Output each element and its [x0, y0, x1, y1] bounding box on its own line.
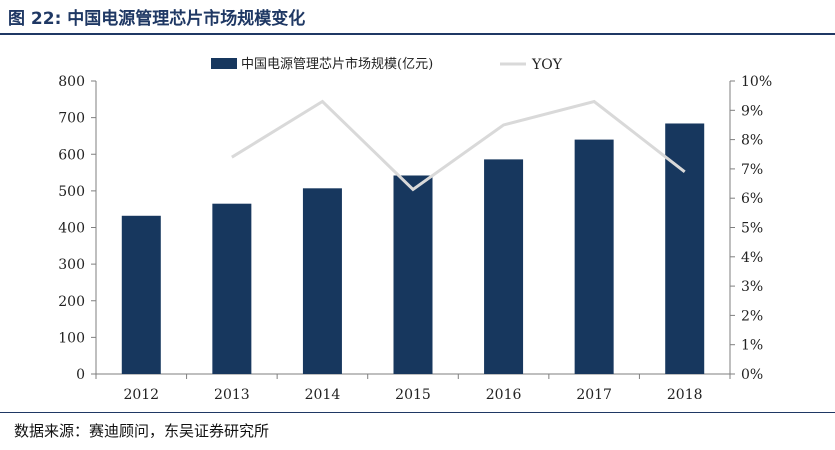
- y-right-tick-label: 7%: [741, 162, 763, 178]
- bar: [574, 139, 614, 374]
- y-left-tick-label: 200: [58, 294, 85, 310]
- bar: [302, 188, 342, 374]
- y-right-tick-label: 2%: [741, 308, 763, 324]
- y-left-tick-label: 400: [58, 221, 85, 237]
- x-tick-label: 2017: [576, 387, 612, 403]
- y-left-tick-label: 100: [58, 330, 85, 346]
- yoy-series: [231, 99, 686, 192]
- x-tick-label: 2012: [123, 387, 159, 403]
- bar: [212, 203, 252, 374]
- y-right-tick-label: 0%: [741, 367, 763, 383]
- source-note: 数据来源：赛迪顾问，东吴证券研究所: [14, 422, 270, 440]
- y-left-tick-label: 0: [76, 367, 85, 383]
- y-left-tick-label: 300: [58, 257, 85, 273]
- legend-bar-label: 中国电源管理芯片市场规模(亿元): [241, 56, 433, 72]
- axes: 0 100 200 300 400 500 600 700 800 0% 1% 2% 3% 4% 5% 6% 7…: [58, 74, 772, 403]
- bar: [484, 159, 524, 374]
- figure-title: 图 22: 中国电源管理芯片市场规模变化: [8, 4, 305, 29]
- title-rule: [0, 33, 835, 35]
- y-left-tick-label: 500: [58, 184, 85, 200]
- y-right-tick-label: 9%: [741, 103, 763, 119]
- x-tick-label: 2018: [667, 387, 703, 403]
- figure-title-text: 中国电源管理芯片市场规模变化: [67, 9, 306, 29]
- y-right-tick-label: 4%: [741, 250, 763, 266]
- y-left-tick-label: 600: [58, 147, 85, 163]
- x-tick-label: 2014: [305, 387, 341, 403]
- y-right-tick-label: 5%: [741, 221, 763, 237]
- y-right-tick-label: 1%: [741, 338, 763, 354]
- x-tick-label: 2016: [486, 387, 522, 403]
- y-right-tick-label: 3%: [741, 279, 763, 295]
- figure-label: 图 22:: [8, 9, 62, 29]
- y-left-tick-label: 800: [58, 74, 85, 90]
- bar-series: [121, 123, 705, 374]
- x-tick-label: 2013: [214, 387, 250, 403]
- source-rule: [0, 412, 835, 413]
- legend: 中国电源管理芯片市场规模(亿元) YOY: [211, 56, 563, 73]
- y-right-tick-label: 10%: [741, 74, 772, 90]
- y-right-tick-label: 6%: [741, 191, 763, 207]
- chart: 中国电源管理芯片市场规模(亿元) YOY 0 100 200 300 400 500 600…: [58, 56, 772, 403]
- x-tick-label: 2015: [395, 387, 431, 403]
- legend-bar-swatch: [211, 58, 237, 69]
- y-right-tick-label: 8%: [741, 133, 763, 149]
- bar: [121, 215, 161, 374]
- y-left-tick-label: 700: [58, 111, 85, 127]
- bar: [393, 175, 433, 374]
- bar: [665, 123, 705, 374]
- yoy-line: [231, 99, 686, 192]
- legend-line-label: YOY: [531, 57, 563, 73]
